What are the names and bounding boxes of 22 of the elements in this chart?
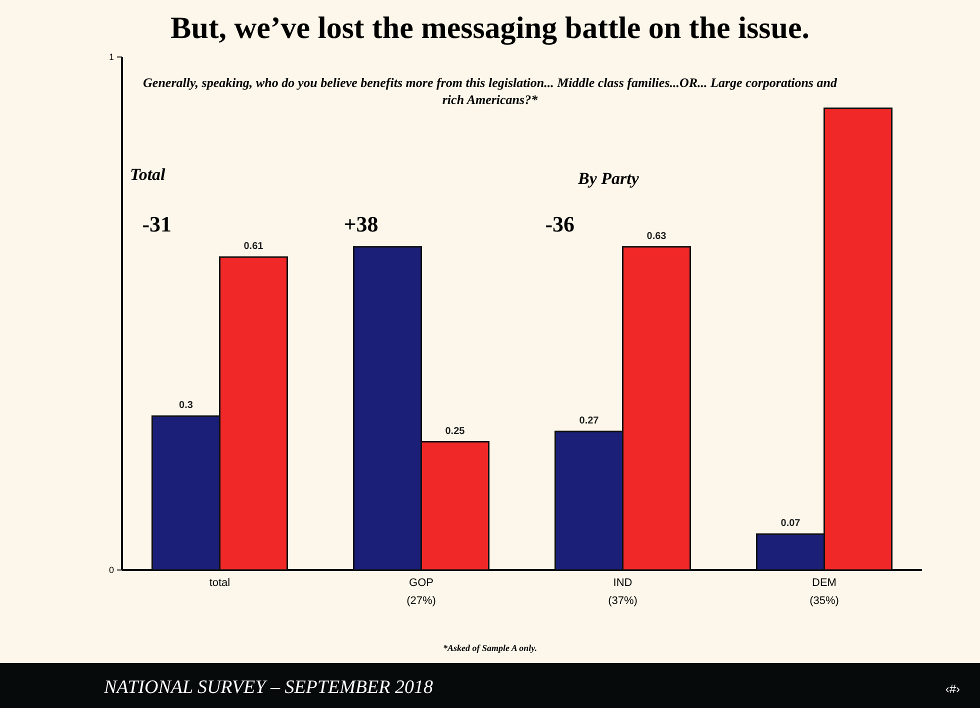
x-tick-label: GOP (27%): [406, 577, 436, 607]
annotation: By Party: [577, 169, 640, 188]
text: Generally, speaking, who do you believe benefits more from this legislation... Middle class families...OR... Large corporations and rich Americans?*: [142, 74, 838, 108]
annotation: -31: [142, 211, 172, 236]
annotation: +38: [344, 211, 378, 236]
annotation: -36: [545, 211, 575, 236]
data-label: 0.27: [579, 415, 600, 426]
y-tick-label: 0: [108, 565, 114, 576]
data-label: 0.07: [780, 518, 801, 530]
data-label: 0.3: [179, 400, 194, 412]
text: *Asked of Sample A only.: [442, 643, 538, 653]
annotation: Total: [130, 165, 166, 184]
data-label: 0.63: [646, 230, 667, 242]
y-tick-label: 1: [108, 52, 114, 62]
chart-title: But, we’ve lost the messaging battle on the issue.: [170, 10, 810, 45]
x-tick-label: total: [209, 577, 230, 589]
data-label: 0.25: [445, 426, 466, 437]
data-label: 0.61: [244, 241, 264, 252]
x-tick-label: IND (37%): [608, 577, 638, 607]
text: ‹#›: [945, 682, 960, 696]
x-tick-label: DEM (35%): [810, 577, 839, 607]
text: NATIONAL SURVEY – SEPTEMBER 2018: [103, 677, 434, 698]
